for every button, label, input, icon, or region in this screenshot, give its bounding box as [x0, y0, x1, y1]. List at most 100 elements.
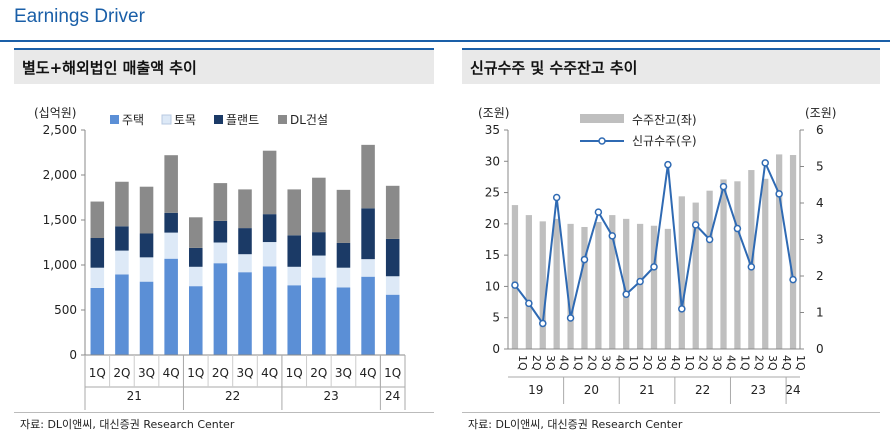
right-x-tick-label: 2Q — [585, 355, 598, 371]
right-y-left-tick-label: 0 — [492, 342, 500, 356]
orders-point — [525, 299, 533, 308]
bar-segment — [287, 285, 301, 355]
left-x-tick-label: 4Q — [261, 366, 278, 380]
bar-segment — [312, 177, 326, 233]
right-y-left-tick-label: 20 — [485, 217, 500, 231]
bar-segment — [361, 276, 375, 355]
left-x-tick-label: 1Q — [89, 366, 106, 380]
bar-segment — [115, 250, 129, 275]
backlog-bar — [567, 223, 574, 349]
right-x-tick-label: 2Q — [697, 355, 710, 371]
bar-segment — [262, 214, 277, 243]
left-x-tick-label: 2Q — [310, 366, 327, 380]
right-year-label: 24 — [785, 383, 800, 397]
bar-segment — [189, 286, 203, 355]
right-x-tick-label: 4Q — [780, 355, 793, 371]
right-x-tick-label: 3Q — [544, 355, 557, 371]
bar-segment — [336, 267, 351, 288]
bar-segment — [164, 212, 178, 233]
bar-segment — [139, 257, 154, 282]
left-unit-label: (십억원) — [34, 106, 76, 120]
left-year-label: 23 — [324, 389, 339, 403]
right-y-left-tick-label: 10 — [485, 279, 500, 293]
left-year-label: 22 — [225, 389, 240, 403]
right-x-tick-label: 2Q — [641, 355, 654, 371]
bar-segment — [336, 189, 351, 243]
bar-segment — [238, 189, 252, 229]
backlog-bar — [762, 178, 769, 349]
bar-segment — [385, 276, 400, 295]
orders-point — [705, 235, 714, 244]
right-year-label: 22 — [695, 383, 710, 397]
left-x-tick-label: 3Q — [138, 366, 155, 380]
legend-label-backlog: 수주잔고(좌) — [632, 113, 697, 127]
right-source-note: 자료: DL이앤씨, 대신증권 Research Center — [468, 418, 683, 431]
right-x-tick-label: 3Q — [655, 355, 668, 371]
legend-label: DL건설 — [290, 113, 328, 127]
orders-point — [622, 290, 630, 298]
orders-point — [608, 232, 617, 240]
legend-label: 토목 — [174, 113, 196, 127]
bar-segment — [262, 266, 277, 355]
legend-swatch — [161, 114, 172, 125]
bar-segment — [312, 277, 326, 355]
right-x-tick-label: 2Q — [530, 355, 543, 371]
bar-segment — [312, 255, 326, 278]
bar-segment — [262, 150, 277, 215]
left-y-tick-label: 2,000 — [43, 168, 77, 182]
legend-label: 주택 — [122, 113, 144, 127]
bar-segment — [139, 281, 154, 355]
left-y-tick-label: 2,500 — [43, 123, 77, 137]
backlog-bar — [776, 154, 783, 349]
left-x-tick-label: 3Q — [236, 366, 253, 380]
left-y-tick-label: 1,000 — [43, 258, 77, 272]
page-title: Earnings Driver — [14, 6, 145, 27]
bar-segment — [361, 208, 375, 260]
right-y-right-tick-label: 0 — [816, 342, 824, 356]
backlog-bar — [636, 223, 644, 349]
orders-point — [789, 275, 797, 284]
left-chart-title: 별도+해외법인 매출액 추이 — [22, 59, 197, 77]
right-chart-title: 신규수주 및 수주잔고 추이 — [470, 59, 638, 77]
bar-segment — [164, 258, 178, 355]
right-x-tick-label: 1Q — [627, 355, 640, 371]
bar-segment — [287, 266, 301, 286]
left-x-tick-label: 4Q — [360, 366, 377, 380]
orders-point — [747, 263, 756, 271]
right-y-right-tick-label: 3 — [816, 233, 824, 247]
right-x-tick-label: 3Q — [599, 355, 612, 371]
legend-swatch — [278, 115, 287, 124]
backlog-bar — [678, 196, 685, 349]
backlog-bar — [581, 226, 588, 349]
right-x-tick-label: 1Q — [683, 355, 696, 371]
bar-segment — [115, 226, 129, 251]
right-year-label: 21 — [639, 383, 654, 397]
backlog-bar — [595, 221, 602, 349]
bar-segment — [164, 232, 178, 259]
orders-point — [594, 208, 603, 216]
right-y-left-tick-label: 15 — [485, 248, 500, 262]
bar-segment — [115, 274, 129, 355]
backlog-bar — [539, 221, 546, 349]
left-y-tick-label: 1,500 — [43, 213, 77, 227]
backlog-bar — [525, 215, 532, 349]
left-x-tick-label: 2Q — [212, 366, 229, 380]
bar-segment — [189, 217, 203, 248]
orders-point — [636, 277, 644, 286]
right-x-tick-label: 1Q — [794, 355, 807, 371]
bar-segment — [287, 189, 301, 236]
right-x-tick-label: 4Q — [558, 355, 571, 371]
right-x-tick-label: 1Q — [572, 355, 585, 371]
left-y-tick-label: 500 — [54, 303, 77, 317]
right-x-tick-label: 1Q — [516, 355, 529, 371]
bar-segment — [238, 254, 252, 273]
legend-label: 플랜트 — [226, 113, 259, 127]
bar-segment — [385, 294, 400, 355]
bar-segment — [213, 183, 228, 221]
right-y-left-tick-label: 5 — [492, 311, 500, 325]
legend-swatch-backlog — [580, 114, 624, 123]
left-footer-rule — [14, 412, 434, 413]
orders-point — [761, 159, 769, 167]
right-y-left-tick-label: 30 — [485, 154, 500, 168]
backlog-bar — [706, 190, 713, 349]
